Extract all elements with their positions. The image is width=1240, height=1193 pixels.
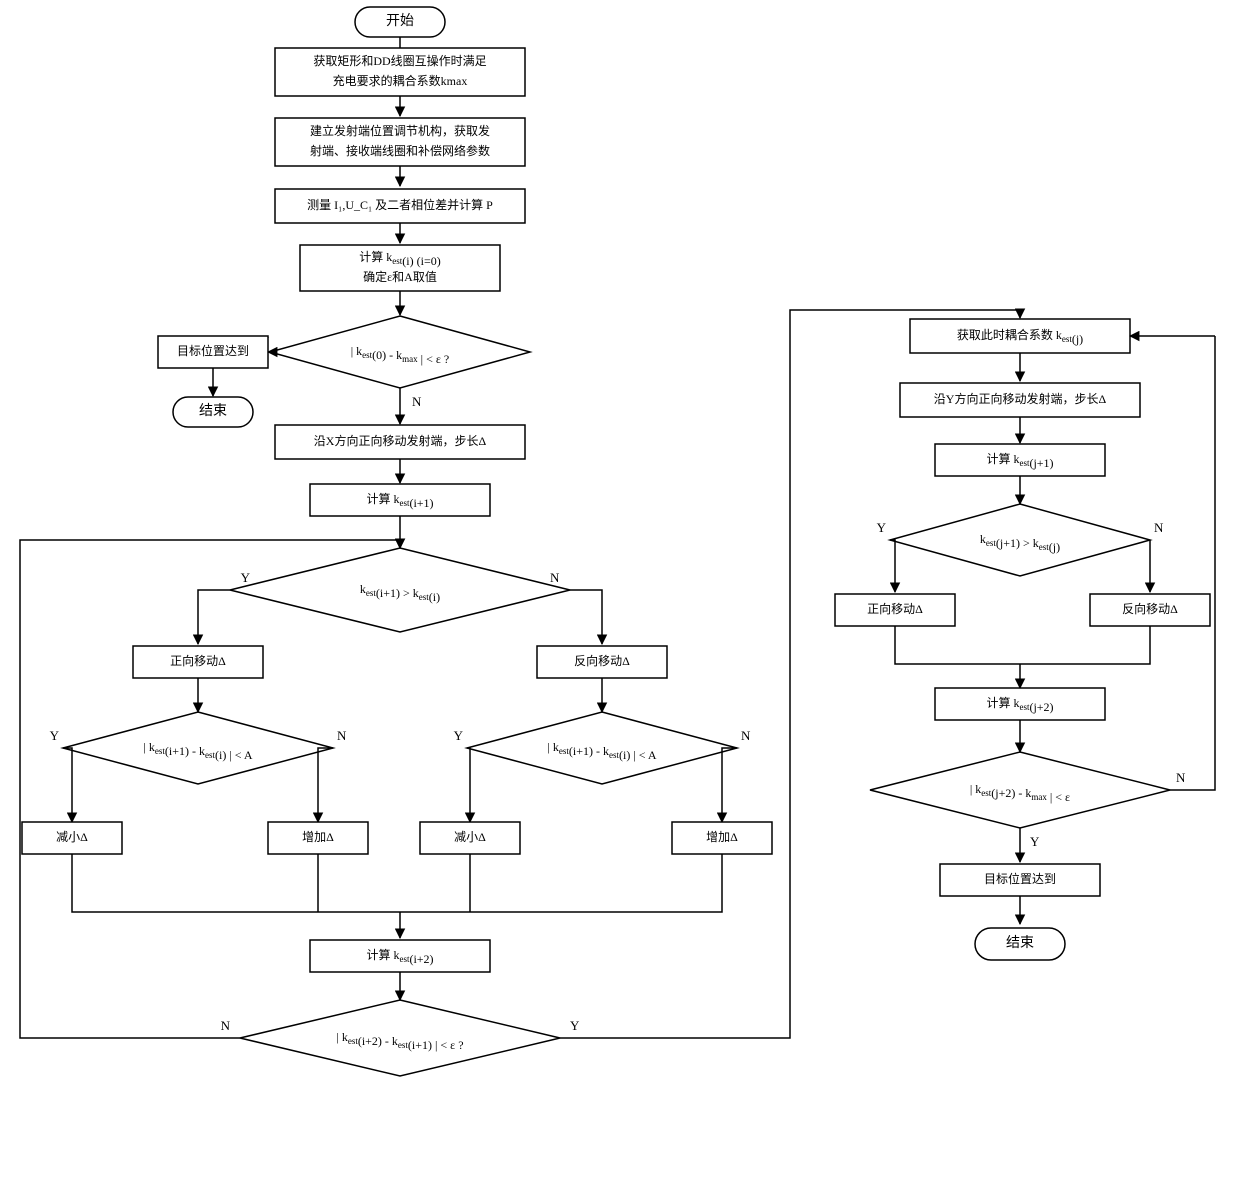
label: 建立发射端位置调节机构，获取发 bbox=[310, 123, 490, 138]
branch-label: N bbox=[337, 728, 347, 743]
label: 充电要求的耦合系数kmax bbox=[333, 73, 468, 88]
connector bbox=[722, 748, 737, 822]
label: 增加Δ bbox=[706, 830, 738, 844]
connector bbox=[895, 626, 1150, 664]
branch-label: N bbox=[550, 570, 560, 585]
label: 减小Δ bbox=[56, 830, 88, 844]
connector bbox=[570, 590, 602, 644]
branch-label: Y bbox=[877, 520, 887, 535]
label: 正向移动Δ bbox=[867, 601, 923, 616]
branch-label: N bbox=[1154, 520, 1164, 535]
branch-label: N bbox=[412, 394, 422, 409]
label: 沿X方向正向移动发射端，步长Δ bbox=[314, 433, 487, 448]
connector bbox=[318, 748, 333, 822]
label: 沿Y方向正向移动发射端，步长Δ bbox=[934, 391, 1107, 406]
label: 反向移动Δ bbox=[1122, 601, 1178, 616]
label: 确定ε和A取值 bbox=[363, 269, 437, 284]
label: 测量 I₁,U_C₁ 及二者相位差并计算 P bbox=[307, 197, 493, 212]
label: 减小Δ bbox=[454, 830, 486, 844]
label: 增加Δ bbox=[302, 830, 334, 844]
box-calc-ki bbox=[300, 245, 500, 291]
diamond-eps-i2 bbox=[240, 1000, 560, 1076]
branch-label: Y bbox=[50, 728, 60, 743]
label: 正向移动Δ bbox=[170, 653, 226, 668]
branch-label: Y bbox=[454, 728, 464, 743]
connector bbox=[467, 748, 470, 822]
branch-label: Y bbox=[570, 1018, 580, 1033]
connector bbox=[310, 540, 400, 548]
branch-label: N bbox=[221, 1018, 231, 1033]
label: 结束 bbox=[199, 403, 227, 419]
label: 结束 bbox=[1006, 935, 1034, 951]
label: 目标位置达到 bbox=[177, 343, 249, 358]
connector bbox=[72, 854, 722, 912]
connector bbox=[63, 748, 72, 822]
branch-label: Y bbox=[1030, 834, 1040, 849]
connector bbox=[890, 540, 895, 592]
connector bbox=[20, 540, 310, 1038]
start-label: 开始 bbox=[386, 13, 414, 29]
label: 目标位置达到 bbox=[984, 871, 1056, 886]
branch-label: N bbox=[1176, 770, 1186, 785]
connector bbox=[1170, 336, 1215, 790]
label: 反向移动Δ bbox=[574, 653, 630, 668]
connector bbox=[198, 590, 230, 644]
branch-label: Y bbox=[241, 570, 251, 585]
label: 获取矩形和DD线圈互操作时满足 bbox=[313, 53, 486, 68]
label: 射端、接收端线圈和补偿网络参数 bbox=[310, 143, 490, 158]
branch-label: N bbox=[741, 728, 751, 743]
